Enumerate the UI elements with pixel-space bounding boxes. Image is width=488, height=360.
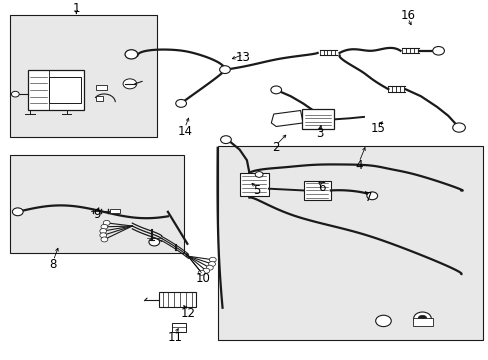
Circle shape: [206, 265, 213, 270]
Bar: [27, 69, 83, 111]
Circle shape: [103, 220, 110, 225]
Bar: [239, 173, 268, 196]
Circle shape: [375, 315, 390, 327]
Circle shape: [101, 237, 107, 242]
Circle shape: [417, 315, 426, 321]
Text: 5: 5: [252, 184, 260, 197]
Circle shape: [12, 208, 23, 216]
Circle shape: [123, 79, 137, 89]
Text: 6: 6: [317, 181, 325, 194]
Bar: [412, 318, 432, 325]
Circle shape: [219, 66, 230, 73]
Text: 13: 13: [236, 51, 250, 64]
Circle shape: [11, 91, 19, 97]
Text: 3: 3: [316, 127, 323, 140]
Bar: [10, 14, 157, 137]
Bar: [96, 96, 103, 100]
Text: 10: 10: [195, 272, 210, 285]
Circle shape: [100, 229, 106, 234]
Bar: [304, 180, 330, 200]
Bar: [10, 155, 183, 253]
Circle shape: [270, 86, 281, 94]
Bar: [217, 146, 483, 340]
Circle shape: [209, 257, 216, 262]
Text: 16: 16: [400, 9, 414, 22]
Circle shape: [149, 238, 159, 246]
Bar: [159, 292, 195, 307]
Text: 12: 12: [181, 307, 196, 320]
Circle shape: [432, 46, 444, 55]
Circle shape: [175, 99, 186, 107]
Text: 4: 4: [355, 159, 362, 172]
Circle shape: [366, 192, 377, 200]
Circle shape: [125, 50, 138, 59]
Bar: [49, 77, 81, 103]
Circle shape: [255, 172, 263, 177]
Circle shape: [101, 224, 107, 229]
Circle shape: [413, 312, 430, 325]
Circle shape: [208, 261, 215, 266]
Text: 1: 1: [72, 2, 80, 15]
Bar: [172, 323, 185, 332]
Text: 2: 2: [272, 141, 279, 154]
Bar: [96, 85, 106, 90]
Text: 7: 7: [365, 191, 372, 204]
Circle shape: [203, 268, 209, 273]
Text: 14: 14: [177, 125, 192, 138]
Circle shape: [198, 270, 204, 275]
Circle shape: [100, 233, 106, 238]
Text: 11: 11: [167, 331, 183, 344]
Circle shape: [220, 136, 231, 144]
Text: 8: 8: [50, 257, 57, 271]
Text: 15: 15: [370, 122, 385, 135]
Circle shape: [452, 123, 465, 132]
Bar: [110, 208, 120, 213]
Text: 9: 9: [93, 208, 101, 221]
Bar: [302, 109, 333, 129]
